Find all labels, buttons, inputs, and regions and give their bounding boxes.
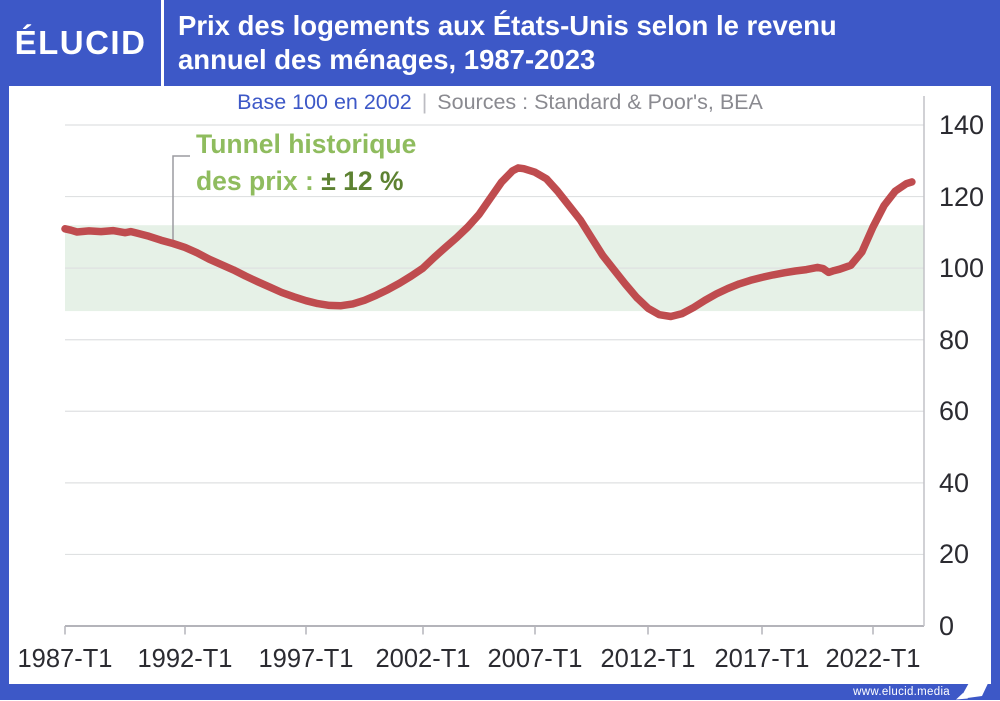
footer-bar: www.elucid.media [0,677,1000,700]
page-title-line2: annuel des ménages, 1987-2023 [178,44,596,75]
x-axis-label: 2017-T1 [714,645,810,673]
right-border [991,86,1000,700]
x-axis-label: 2012-T1 [600,645,696,673]
y-axis-label: 40 [939,467,970,498]
page-title: Prix des logements aux États-Unis selon … [178,0,978,86]
base-100-label: Base 100 en 2002 [237,90,412,114]
tunnel-annotation-line1: Tunnel historique [196,129,417,159]
x-axis-label: 2007-T1 [487,645,583,673]
subtitle-separator: | [421,90,428,114]
tunnel-annotation-line2: des prix : ± 12 % [196,163,416,200]
tunnel-annotation-prefix: des prix : [196,166,322,196]
x-axis-label: 1997-T1 [258,645,354,673]
header-separator [161,0,164,86]
page-title-line1: Prix des logements aux États-Unis selon … [178,10,837,41]
y-axis-label: 120 [939,181,985,212]
price-income-line [61,164,916,321]
chart-subtitle: Base 100 en 2002 | Sources : Standard & Po… [0,87,1000,117]
y-axis-label: 100 [939,253,985,284]
y-axis-label: 80 [939,324,970,355]
elucid-flag-icon [956,677,991,700]
y-axis-label: 20 [939,539,970,570]
y-axis-label: 60 [939,396,970,427]
sources-label: Sources : Standard & Poor's, BEA [437,90,763,114]
header-bar: ÉLUCID Prix des logements aux États-Unis… [0,0,1000,86]
annotation-bracket [172,155,190,243]
footer-url: www.elucid.media [853,686,950,698]
x-axis-label: 1992-T1 [137,645,233,673]
elucid-logo: ÉLUCID [14,24,147,61]
left-border [0,86,9,700]
x-axis-label: 2002-T1 [375,645,471,673]
y-axis-label: 140 [939,110,985,140]
y-axis-label: 0 [939,611,955,641]
x-axis-label: 1987-T1 [17,645,113,673]
tunnel-annotation-value: ± 12 % [321,166,404,196]
tunnel-annotation: Tunnel historique des prix : ± 12 % [196,126,416,200]
x-axis-label: 2022-T1 [825,645,921,673]
